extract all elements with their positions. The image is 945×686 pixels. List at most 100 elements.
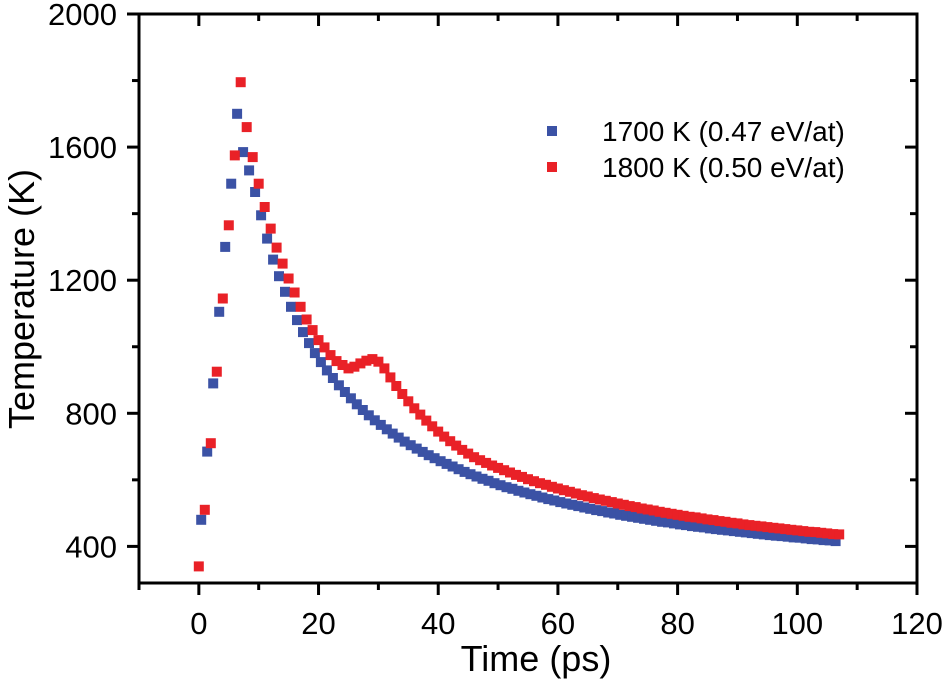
data-point-marker (752, 528, 763, 539)
data-point-marker (241, 122, 252, 133)
data-point-marker (786, 524, 797, 535)
data-point-marker (369, 415, 380, 426)
data-point-marker (415, 409, 426, 420)
data-point-marker (639, 513, 650, 524)
data-point-marker (259, 202, 270, 212)
data-point-marker (501, 482, 512, 493)
data-point-marker (728, 526, 739, 537)
data-point-marker (475, 455, 486, 466)
data-point-marker (798, 526, 809, 537)
data-point-marker (220, 241, 231, 252)
data-point-marker (315, 357, 326, 368)
data-point-marker (543, 494, 554, 505)
x-tick-label: 100 (771, 606, 823, 641)
data-point-marker (199, 504, 210, 515)
y-tick-label: 2000 (48, 0, 117, 32)
data-point-marker (361, 355, 372, 366)
data-point-marker (696, 513, 707, 524)
data-point-marker (423, 450, 434, 461)
data-point-marker (391, 381, 402, 391)
data-point-marker (295, 301, 306, 312)
x-tick-label: 20 (301, 606, 335, 641)
data-point-marker (487, 460, 498, 471)
data-point-marker (698, 522, 709, 533)
x-axis-title: Time (ps) (461, 638, 612, 679)
data-point-marker (800, 533, 811, 544)
data-point-marker (223, 220, 234, 231)
data-point-marker (663, 517, 673, 528)
data-point-marker (513, 485, 524, 496)
data-point-marker (345, 393, 356, 404)
data-point-marker (459, 466, 470, 477)
x-tick-label: 60 (541, 606, 575, 641)
data-point-marker (343, 363, 354, 374)
data-point-marker (770, 530, 781, 541)
data-point-marker (499, 465, 510, 476)
data-point-marker (337, 360, 348, 370)
data-point-marker (585, 503, 596, 514)
data-point-marker (196, 514, 207, 525)
data-point-marker (651, 515, 662, 526)
data-point-marker (385, 372, 396, 383)
data-point-marker (612, 498, 623, 509)
data-point-marker (681, 520, 691, 531)
data-point-marker (606, 497, 617, 508)
data-point-marker (645, 514, 656, 525)
data-point-marker (205, 438, 216, 449)
data-point-marker (363, 410, 374, 421)
data-point-marker (776, 531, 787, 542)
data-point-marker (690, 512, 701, 523)
data-point-marker (262, 233, 273, 244)
data-point-marker (693, 521, 703, 532)
data-point-marker (600, 495, 611, 506)
data-point-marker (603, 507, 614, 518)
data-point-marker (768, 522, 779, 533)
data-point-marker (818, 535, 829, 546)
data-point-marker (642, 504, 653, 515)
data-point-marker (439, 431, 450, 442)
x-tick-label: 40 (421, 606, 455, 641)
data-point-marker (481, 457, 492, 468)
data-point-marker (453, 464, 464, 475)
y-tick-label: 400 (65, 529, 117, 564)
data-point-marker (304, 338, 314, 349)
data-point-marker (256, 210, 267, 221)
data-point-marker (435, 456, 446, 467)
axis-ticks (127, 12, 919, 595)
data-point-marker (292, 315, 302, 326)
data-point-marker (714, 516, 725, 527)
data-point-marker (463, 448, 474, 459)
data-point-marker (333, 380, 344, 391)
data-point-marker (654, 506, 665, 517)
data-point-marker (471, 471, 482, 482)
data-point-marker (558, 485, 569, 496)
data-point-marker (411, 443, 422, 454)
data-point-marker (283, 273, 294, 284)
plot-frame (137, 12, 919, 585)
data-point-marker (824, 535, 835, 546)
data-point-marker (429, 453, 440, 464)
data-point-marker (609, 508, 620, 519)
legend-marker-1800K (547, 162, 557, 172)
data-point-marker (325, 350, 336, 361)
data-point-marker (208, 378, 219, 389)
data-point-marker (321, 365, 332, 376)
data-point-marker (355, 358, 366, 369)
data-point-marker (202, 446, 213, 457)
data-point-marker (780, 524, 791, 535)
data-point-marker (277, 258, 288, 269)
data-point-marker (541, 479, 551, 490)
data-point-marker (732, 518, 743, 529)
data-point-marker (573, 501, 584, 512)
data-point-marker (744, 520, 755, 531)
series-1 (193, 77, 845, 572)
data-point-marker (301, 314, 312, 325)
data-point-marker (561, 498, 572, 509)
data-point-marker (403, 396, 414, 407)
data-point-marker (618, 499, 629, 510)
data-point-marker (762, 522, 773, 533)
data-point-marker (313, 335, 324, 346)
data-point-marker (720, 516, 731, 527)
data-point-marker (289, 287, 300, 298)
